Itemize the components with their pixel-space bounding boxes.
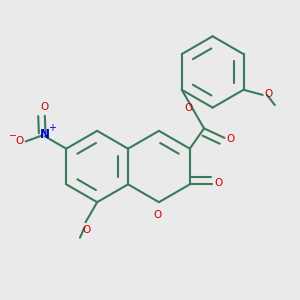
Text: +: + <box>48 123 56 134</box>
Text: O: O <box>40 102 48 112</box>
Text: −: − <box>9 131 17 142</box>
Text: O: O <box>184 103 192 113</box>
Text: O: O <box>83 225 91 235</box>
Text: N: N <box>40 128 50 141</box>
Text: O: O <box>214 178 222 188</box>
Text: O: O <box>16 136 24 146</box>
Text: O: O <box>226 134 235 143</box>
Text: O: O <box>153 210 161 220</box>
Text: O: O <box>264 89 272 99</box>
